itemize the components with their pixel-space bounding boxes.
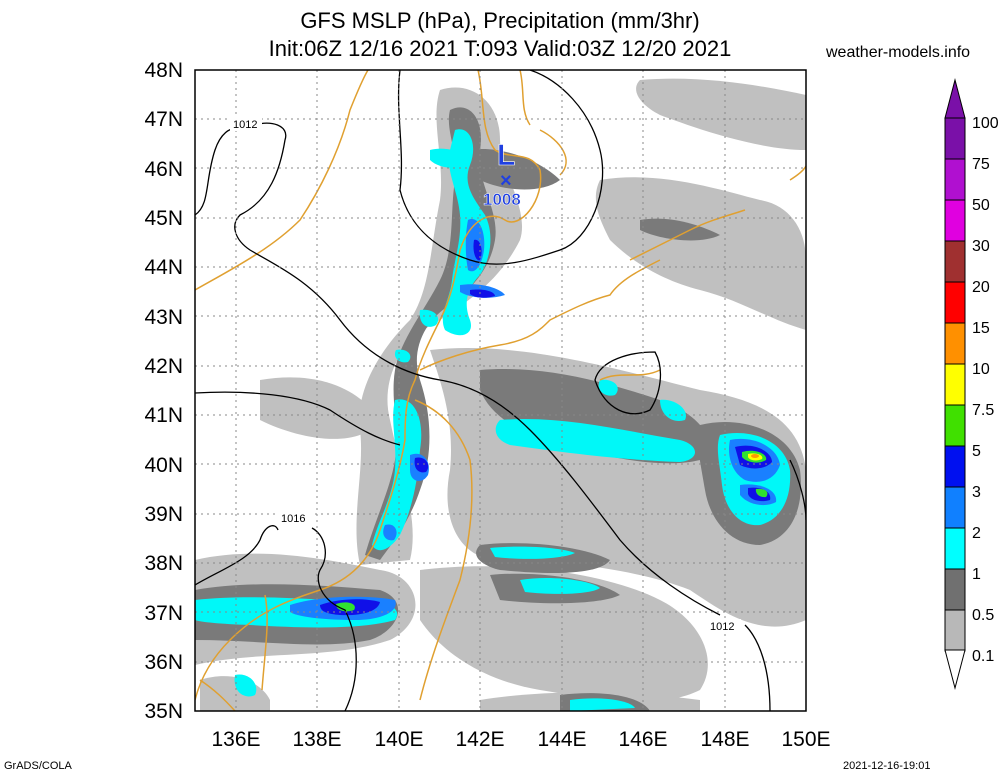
lat-tick-label: 48N	[144, 59, 183, 82]
legend-label: 0.1	[972, 648, 994, 665]
lon-tick-label: 148E	[700, 728, 749, 751]
legend-label: 2	[972, 525, 981, 542]
lat-tick-label: 39N	[144, 503, 183, 526]
lat-tick-label: 43N	[144, 306, 183, 329]
lat-tick-label: 37N	[144, 602, 183, 625]
legend-label: 3	[972, 484, 981, 501]
lat-tick-label: 46N	[144, 158, 183, 181]
legend-color-box	[944, 158, 966, 201]
footer-software-label: GrADS/COLA	[4, 760, 72, 772]
isobar-label-1012-south: 1012	[710, 621, 734, 633]
isobars	[195, 70, 806, 711]
legend-label: 1	[972, 566, 981, 583]
chart-title-line-1: GFS MSLP (hPa), Precipitation (mm/3hr)	[300, 8, 700, 33]
lat-tick-label: 44N	[144, 256, 183, 279]
lat-tick-label: 40N	[144, 454, 183, 477]
lon-tick-label: 150E	[781, 728, 830, 751]
lat-tick-label: 47N	[144, 108, 183, 131]
legend-color-box	[944, 363, 966, 406]
lon-tick-label: 138E	[292, 728, 341, 751]
lon-tick-label: 136E	[211, 728, 260, 751]
low-pressure-center: L × 1008	[483, 139, 521, 210]
legend-label: 30	[972, 238, 990, 255]
chart-title-line-2: Init:06Z 12/16 2021 T:093 Valid:03Z 12/2…	[268, 36, 732, 61]
source-site-label: weather-models.info	[826, 44, 971, 61]
legend-label: 20	[972, 279, 990, 296]
map-frame	[194, 69, 807, 712]
legend-top-arrow	[944, 78, 966, 119]
precipitation-field: 1012 1016 1012 L × 1008	[195, 70, 806, 711]
legend-bottom-arrow	[944, 649, 966, 690]
legend-label: 15	[972, 320, 990, 337]
legend-color-box	[944, 117, 966, 160]
lon-tick-label: 146E	[618, 728, 667, 751]
lat-tick-label: 45N	[144, 207, 183, 230]
low-pressure-value: 1008	[483, 190, 521, 209]
legend-color-box	[944, 486, 966, 529]
legend-color-box	[944, 445, 966, 488]
precipitation-color-legend: 100 75 50 30 20 15 10 7.5 5 3 2 1 0.5 0.…	[944, 78, 999, 690]
low-symbol: L	[497, 139, 515, 172]
lat-lon-grid	[195, 70, 806, 711]
isobar-label-1012-north: 1012	[233, 119, 257, 131]
lat-tick-label: 38N	[144, 552, 183, 575]
lat-tick-label: 36N	[144, 651, 183, 674]
legend-label: 75	[972, 156, 990, 173]
legend-color-box	[944, 240, 966, 283]
legend-label: 5	[972, 443, 981, 460]
legend-label: 10	[972, 361, 990, 378]
legend-color-box	[944, 568, 966, 611]
isobar-labels: 1012 1016 1012	[230, 117, 741, 633]
isobar-label-1016: 1016	[281, 513, 305, 525]
coastlines	[195, 70, 806, 711]
legend-color-box	[944, 199, 966, 242]
lon-tick-label: 142E	[455, 728, 504, 751]
precip-orange-areas	[751, 454, 759, 458]
legend-label: 100	[972, 115, 999, 132]
footer-timestamp: 2021-12-16-19:01	[843, 760, 931, 772]
low-marker-icon: ×	[500, 170, 512, 192]
lon-tick-label: 144E	[537, 728, 586, 751]
longitude-axis-labels: 136E 138E 140E 142E 144E 146E 148E 150E	[211, 728, 830, 751]
legend-color-box	[944, 527, 966, 570]
legend-label: 7.5	[972, 402, 994, 419]
lat-tick-label: 35N	[144, 700, 183, 723]
legend-color-box	[944, 322, 966, 365]
lat-tick-label: 41N	[144, 404, 183, 427]
lat-tick-label: 42N	[144, 355, 183, 378]
legend-labels: 100 75 50 30 20 15 10 7.5 5 3 2 1 0.5 0.…	[972, 115, 999, 665]
legend-color-box	[944, 609, 966, 652]
legend-color-box	[944, 281, 966, 324]
legend-color-boxes	[944, 117, 966, 652]
legend-label: 50	[972, 197, 990, 214]
legend-color-box	[944, 404, 966, 447]
legend-label: 0.5	[972, 607, 994, 624]
latitude-axis-labels: 35N 36N 37N 38N 39N 40N 41N 42N 43N 44N …	[144, 59, 183, 723]
lon-tick-label: 140E	[374, 728, 423, 751]
